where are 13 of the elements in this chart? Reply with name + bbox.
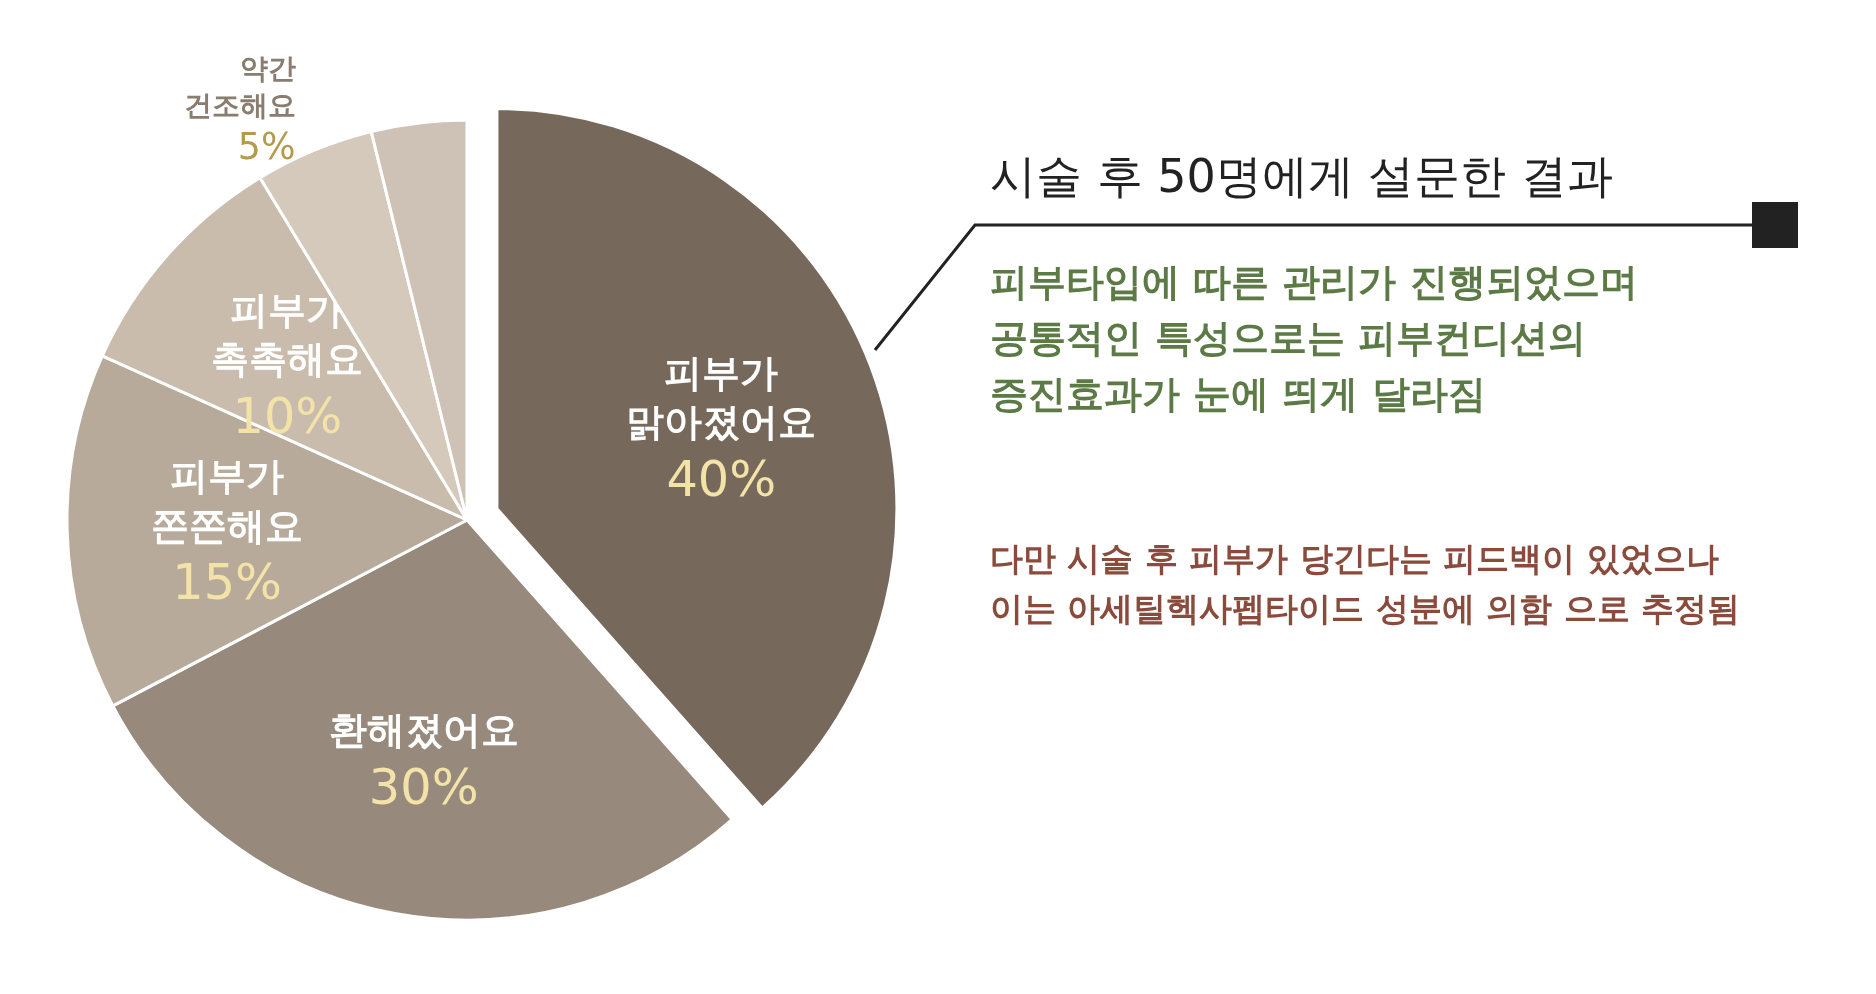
data-label: 30% [368,757,479,816]
text: 피부타입에 따른 관리가 진행되었으며 공통적인 특성으로는 피부컨디션의 증진효과가 눈에 띄게 달라짐 [990,260,1638,416]
slice-label: 약간 건조해요 [183,52,296,122]
data-label: 10% [232,387,343,446]
slice-label: 피부가 맑아졌어요 [626,350,817,444]
data-label: 15% [172,553,282,612]
slice-label: 피부가 촉촉해요 [211,287,364,382]
slice-label: 피부가 쫀쫀해요 [151,454,304,548]
slice-label: 환해졌어요 [328,707,519,752]
data-label: 40% [666,449,777,508]
data-label: 5% [237,125,296,169]
text: 다만 시술 후 피부가 당긴다는 피드백이 있었으나 이는 아세틸헥사펩타이드 성분에 의함 으로 추정됨 [990,539,1741,628]
text: 시술 후 50명에게 설문한 결과 [990,149,1614,203]
